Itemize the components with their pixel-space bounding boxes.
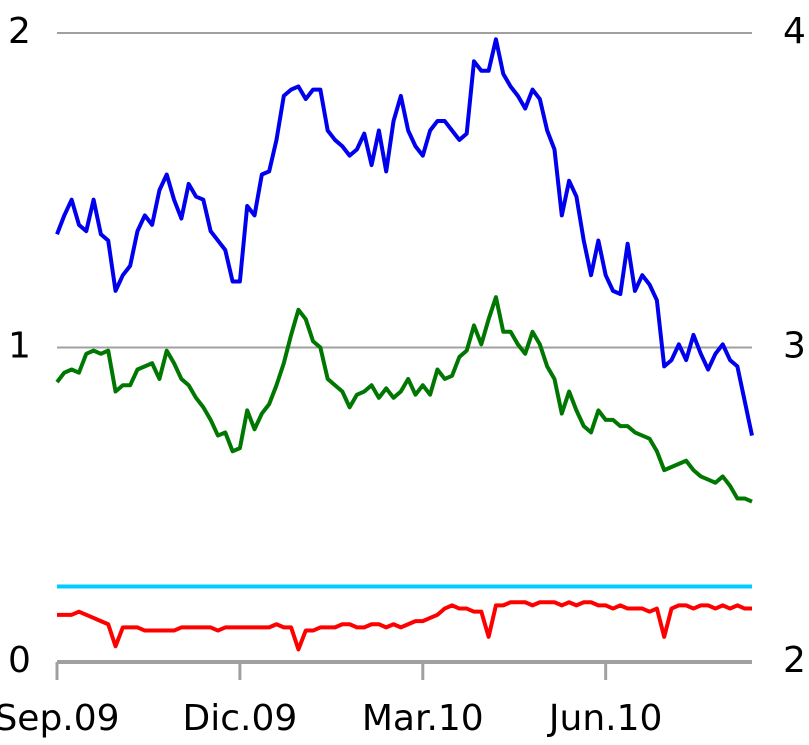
y2-tick-label: 2	[783, 640, 806, 681]
y2-tick-label: 4	[783, 11, 806, 52]
series-line	[57, 600, 752, 652]
x-tick-label: Mar.10	[362, 698, 484, 739]
series-line	[55, 295, 753, 504]
y-tick-label: 2	[8, 11, 31, 52]
series-line	[55, 37, 754, 436]
y2-tick-label: 3	[783, 326, 806, 367]
x-tick-label: Dic.09	[183, 698, 298, 739]
y-tick-label: 0	[8, 640, 31, 681]
x-tick-label: Jun.10	[547, 698, 663, 739]
y-tick-label: 1	[8, 326, 31, 367]
x-tick-label: Sep.09	[0, 698, 120, 739]
